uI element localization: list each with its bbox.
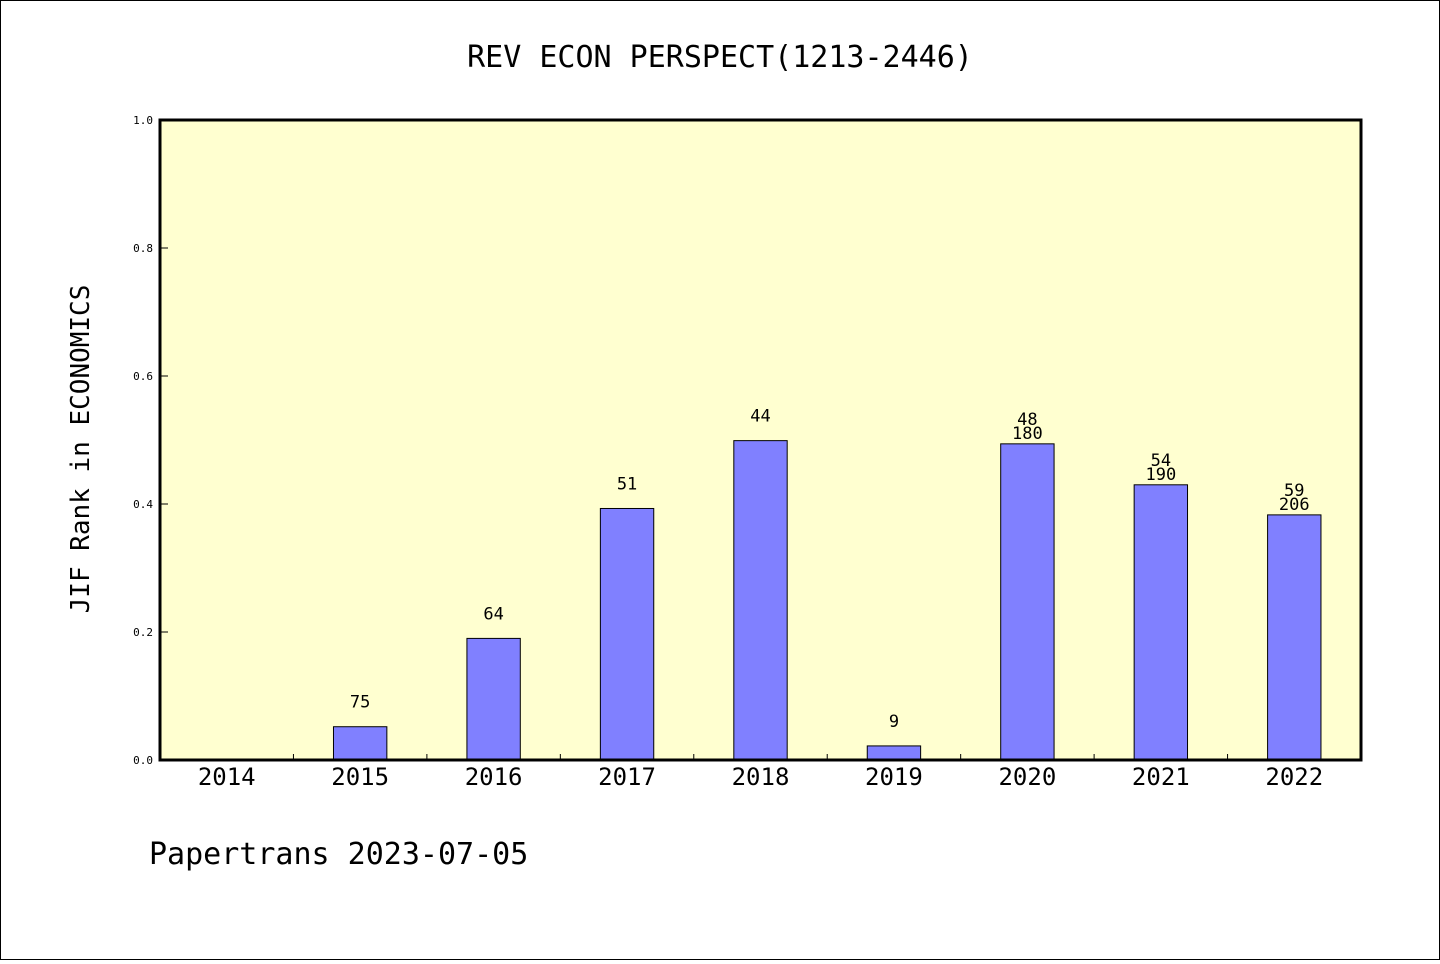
total-label-2020: 180 <box>1012 424 1043 444</box>
x-tick-label: 2020 <box>998 763 1056 791</box>
x-tick-label: 2018 <box>732 763 790 791</box>
rank-label-2021: 54 <box>1151 451 1171 471</box>
x-tick-label: 2019 <box>865 763 923 791</box>
plot-border <box>158 118 1363 762</box>
total-label-2022: 206 <box>1279 495 1310 515</box>
bar-2020 <box>1000 443 1055 761</box>
x-axis: 2014 2015 2016 2017 2018 2019 2020 2021 2022 <box>198 754 1323 791</box>
y-tick-label: 0.4 <box>133 498 153 511</box>
bar-2015 <box>332 726 388 761</box>
bar-2018 <box>733 440 788 761</box>
footer-stamp: Papertrans 2023-07-05 <box>149 837 528 872</box>
x-tick-label: 2016 <box>465 763 523 791</box>
y-tick-label: 1.0 <box>133 114 153 127</box>
rank-label-2020: 48 <box>1017 410 1037 430</box>
bars-group <box>332 440 1322 761</box>
bar-2016 <box>466 637 521 761</box>
y-tick-label: 0.2 <box>133 626 153 639</box>
bar-2022 <box>1267 514 1322 761</box>
rank-label-2015: 75 <box>350 693 370 713</box>
x-tick-label: 2021 <box>1132 763 1190 791</box>
bar-2021 <box>1133 484 1189 761</box>
x-tick-label: 2017 <box>598 763 656 791</box>
x-tick-label: 2022 <box>1265 763 1323 791</box>
rank-label-2016: 64 <box>483 604 503 624</box>
x-tick-label: 2015 <box>331 763 389 791</box>
total-label-2021: 190 <box>1145 465 1176 485</box>
bar-2019 <box>866 745 922 761</box>
bar-2017 <box>599 507 655 761</box>
rank-label-2019: 9 <box>889 712 899 732</box>
y-axis-label: JIF Rank in ECONOMICS <box>66 285 96 614</box>
y-axis: 0.0 0.2 0.4 0.6 0.8 1.0 <box>133 114 168 767</box>
rank-label-2017: 51 <box>617 474 637 494</box>
x-tick-label: 2014 <box>198 763 256 791</box>
rank-label-2022: 59 <box>1284 481 1304 501</box>
y-tick-label: 0.8 <box>133 242 153 255</box>
y-tick-label: 0.0 <box>133 754 153 767</box>
rank-label-2018: 44 <box>750 407 770 427</box>
chart-title: REV ECON PERSPECT(1213-2446) <box>467 40 973 75</box>
y-tick-label: 0.6 <box>133 370 153 383</box>
